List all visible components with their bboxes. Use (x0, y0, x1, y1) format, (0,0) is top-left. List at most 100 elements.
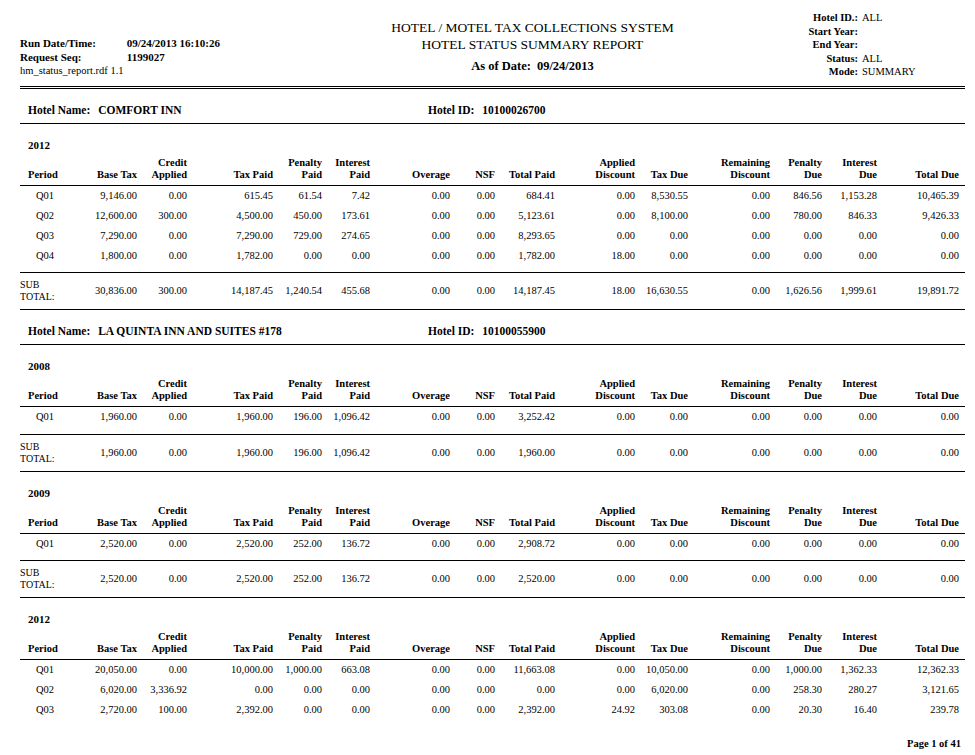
hotel-id-value: 10100055900 (482, 325, 545, 337)
param-status: Status: ALL (780, 52, 965, 66)
column-header: Base Tax (80, 376, 143, 407)
column-header: Total Paid (501, 503, 561, 534)
column-header: NSF (456, 503, 501, 534)
column-header: Overage (376, 629, 456, 660)
column-header: Total Paid (501, 376, 561, 407)
spacer-row (20, 554, 965, 561)
period-cell: Q03 (20, 700, 80, 720)
value-cell: 11,663.08 (501, 660, 561, 681)
period-cell: SUB TOTAL: (20, 434, 80, 471)
value-cell: 1,096.42 (328, 434, 376, 471)
as-of-date-row: As of Date:09/24/2013 (285, 58, 780, 75)
value-cell: 258.30 (776, 680, 828, 700)
column-header: Applied Discount (561, 503, 641, 534)
column-header: Interest Paid (328, 155, 376, 186)
value-cell: 0.00 (143, 533, 193, 554)
value-cell: 0.00 (143, 407, 193, 428)
value-cell: 0.00 (694, 533, 776, 554)
column-header: Total Due (883, 376, 965, 407)
column-header: Tax Due (641, 376, 694, 407)
hotel-id-group: Hotel ID: 10100026700 (428, 104, 545, 116)
period-cell: Q01 (20, 660, 80, 681)
value-cell: 1,960.00 (80, 434, 143, 471)
value-cell: 0.00 (641, 533, 694, 554)
value-cell: 0.00 (694, 407, 776, 428)
value-cell: 12,600.00 (80, 206, 143, 226)
value-cell: 0.00 (694, 680, 776, 700)
value-cell: 0.00 (376, 185, 456, 206)
data-row: Q041,800.000.001,782.000.000.000.000.001… (20, 246, 965, 266)
status-table: PeriodBase TaxCredit AppliedTax PaidPena… (20, 629, 965, 720)
value-cell: 0.00 (456, 226, 501, 246)
value-cell: 0.00 (376, 226, 456, 246)
value-cell: 455.68 (328, 273, 376, 310)
column-header: Remaining Discount (694, 503, 776, 534)
value-cell: 663.08 (328, 660, 376, 681)
run-info: Run Date/Time: 09/24/2013 16:10:26 Reque… (20, 6, 285, 79)
data-row: Q012,520.000.002,520.00252.00136.720.000… (20, 533, 965, 554)
hotel-name-value: LA QUINTA INN AND SUITES #178 (98, 325, 282, 337)
value-cell: 2,520.00 (80, 533, 143, 554)
data-row: Q0120,050.000.0010,000.001,000.00663.080… (20, 660, 965, 681)
report-page: Run Date/Time: 09/24/2013 16:10:26 Reque… (0, 0, 975, 755)
column-header: Remaining Discount (694, 376, 776, 407)
value-cell: 0.00 (828, 246, 883, 266)
value-cell: 5,123.61 (501, 206, 561, 226)
value-cell: 1,960.00 (80, 407, 143, 428)
value-cell: 0.00 (328, 680, 376, 700)
report-header: Run Date/Time: 09/24/2013 16:10:26 Reque… (20, 6, 965, 79)
period-cell: Q01 (20, 185, 80, 206)
year-label: 2012 (28, 139, 965, 151)
value-cell: 0.00 (883, 561, 965, 598)
value-cell: 0.00 (376, 561, 456, 598)
value-cell: 274.65 (328, 226, 376, 246)
year-label: 2009 (28, 487, 965, 499)
param-status-value: ALL (862, 53, 882, 64)
column-header: Credit Applied (143, 155, 193, 186)
hotel-name-label: Hotel Name: (28, 325, 93, 337)
value-cell: 16,630.55 (641, 273, 694, 310)
request-seq-row: Request Seq: 1199027 (20, 50, 285, 64)
value-cell: 2,520.00 (501, 561, 561, 598)
value-cell: 780.00 (776, 206, 828, 226)
value-cell: 0.00 (279, 680, 328, 700)
title-line-1: HOTEL / MOTEL TAX COLLECTIONS SYSTEM (285, 19, 780, 36)
run-date-value: 09/24/2013 16:10:26 (127, 37, 220, 49)
column-header: Credit Applied (143, 629, 193, 660)
column-header: Total Due (883, 155, 965, 186)
value-cell: 61.54 (279, 185, 328, 206)
period-cell: SUB TOTAL: (20, 561, 80, 598)
value-cell: 19,891.72 (883, 273, 965, 310)
value-cell: 0.00 (193, 680, 279, 700)
column-header: Penalty Due (776, 376, 828, 407)
value-cell: 0.00 (143, 226, 193, 246)
data-row: Q032,720.00100.002,392.000.000.000.000.0… (20, 700, 965, 720)
hotel-id-value: 10100026700 (482, 104, 545, 116)
param-status-label: Status: (780, 52, 858, 66)
value-cell: 2,520.00 (193, 561, 279, 598)
table-header-row: PeriodBase TaxCredit AppliedTax PaidPena… (20, 629, 965, 660)
value-cell: 6,020.00 (641, 680, 694, 700)
value-cell: 300.00 (143, 206, 193, 226)
column-header: Period (20, 629, 80, 660)
column-header: Period (20, 155, 80, 186)
column-header: Overage (376, 155, 456, 186)
value-cell: 684.41 (501, 185, 561, 206)
value-cell: 8,100.00 (641, 206, 694, 226)
hotel-name-value: COMFORT INN (98, 104, 181, 116)
column-header: Overage (376, 503, 456, 534)
column-header: Period (20, 503, 80, 534)
subtotal-row: SUB TOTAL:1,960.000.001,960.00196.001,09… (20, 434, 965, 471)
param-mode-value: SUMMARY (862, 66, 916, 77)
value-cell: 0.00 (561, 206, 641, 226)
value-cell: 2,520.00 (193, 533, 279, 554)
param-start-year-label: Start Year: (780, 25, 858, 39)
value-cell: 0.00 (143, 246, 193, 266)
value-cell: 303.08 (641, 700, 694, 720)
subtotal-row: SUB TOTAL:30,836.00300.0014,187.451,240.… (20, 273, 965, 310)
column-header: Credit Applied (143, 503, 193, 534)
column-header: Applied Discount (561, 155, 641, 186)
value-cell: 0.00 (456, 561, 501, 598)
value-cell: 7,290.00 (193, 226, 279, 246)
column-header: Base Tax (80, 629, 143, 660)
